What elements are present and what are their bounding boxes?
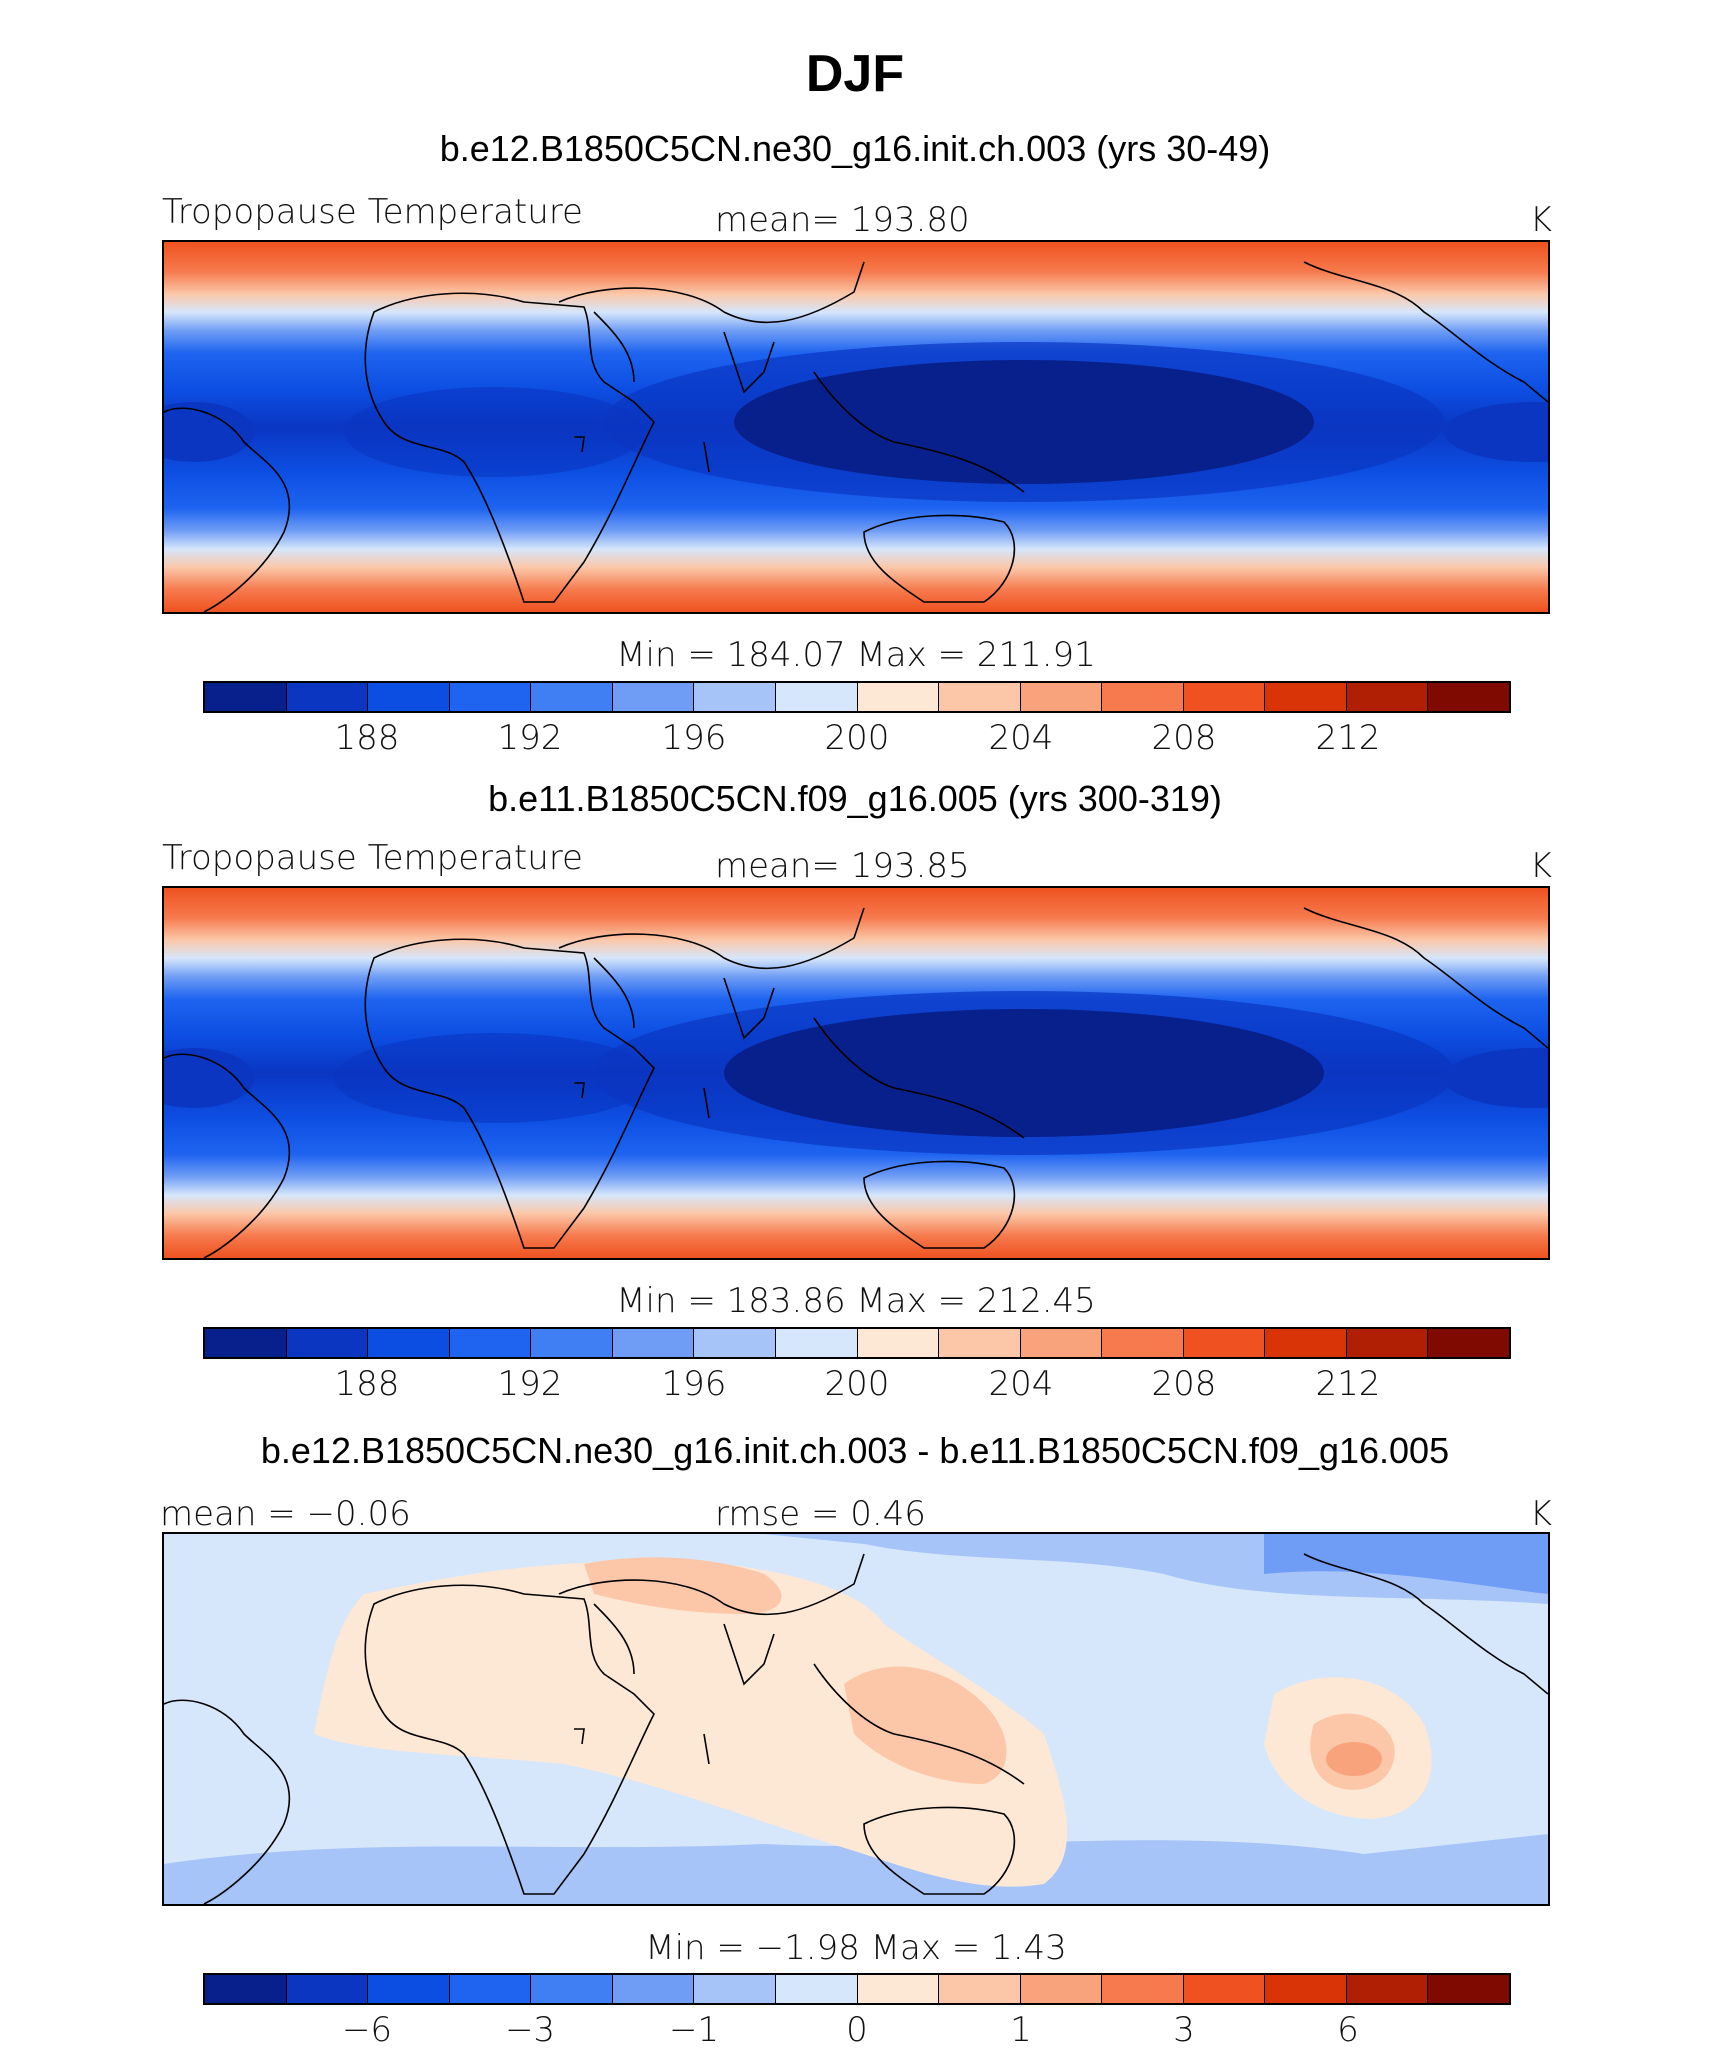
panel3-tick-label: 6 [1337, 2010, 1359, 2050]
panel1-tick-label: 188 [334, 718, 400, 758]
panel1-colorbar [203, 681, 1511, 713]
colorbar-box [612, 1975, 695, 2003]
panel1-tick-label: 192 [497, 718, 563, 758]
colorbar-box [531, 1975, 613, 2003]
panel3-min-max: Min = −1.98 Max = 1.43 [645, 1928, 1067, 1968]
colorbar-box [694, 683, 776, 711]
panel2-field [164, 888, 1548, 1258]
colorbar-box [286, 683, 369, 711]
panel1-tick-label: 200 [824, 718, 890, 758]
panel2-colorbar [203, 1327, 1511, 1359]
colorbar-box [205, 1329, 287, 1357]
colorbar-box [368, 683, 450, 711]
colorbar-box [775, 683, 858, 711]
colorbar-box [368, 1975, 450, 2003]
panel1-field [164, 242, 1548, 612]
panel1-tick-label: 196 [661, 718, 727, 758]
colorbar-box [286, 1329, 369, 1357]
colorbar-box [857, 683, 940, 711]
panel1-min-max: Min = 184.07 Max = 211.91 [616, 635, 1096, 675]
panel2-tick-label: 212 [1315, 1364, 1381, 1404]
panel2-case-title: b.e11.B1850C5CN.f09_g16.005 (yrs 300-319… [488, 778, 1222, 819]
panel2-tick-label: 204 [988, 1364, 1054, 1404]
colorbar-box [939, 683, 1021, 711]
panel2-coastlines [164, 907, 1548, 1258]
colorbar-box [1428, 683, 1509, 711]
panel3-tick-label: −3 [504, 2010, 556, 2050]
colorbar-box [775, 1975, 858, 2003]
panel2-min-max: Min = 183.86 Max = 212.45 [616, 1281, 1096, 1321]
panel2-tick-label: 200 [824, 1364, 890, 1404]
colorbar-box [1346, 1329, 1429, 1357]
colorbar-box [1428, 1975, 1509, 2003]
panel1-case-title: b.e12.B1850C5CN.ne30_g16.init.ch.003 (yr… [439, 128, 1271, 169]
panel3-case-title: b.e12.B1850C5CN.ne30_g16.init.ch.003 - b… [260, 1430, 1450, 1471]
panel2-tick-label: 196 [661, 1364, 727, 1404]
panel2-variable-label: Tropopause Temperature [162, 838, 583, 878]
panel1-tick-label: 208 [1151, 718, 1217, 758]
colorbar-box [1102, 683, 1184, 711]
panel3-field [164, 1534, 1548, 1904]
colorbar-box [1265, 683, 1347, 711]
colorbar-box [857, 1329, 940, 1357]
colorbar-box [775, 1329, 858, 1357]
colorbar-box [1020, 1975, 1103, 2003]
colorbar-box [857, 1975, 940, 2003]
colorbar-box [1020, 1329, 1103, 1357]
colorbar-box [1102, 1975, 1184, 2003]
panel3-tick-label: 0 [846, 2010, 868, 2050]
panel1-coastlines [164, 261, 1548, 612]
colorbar-box [286, 1975, 369, 2003]
colorbar-box [939, 1975, 1021, 2003]
colorbar-box [449, 683, 532, 711]
panel2-tick-label: 188 [334, 1364, 400, 1404]
panel1-map [162, 240, 1550, 614]
colorbar-box [1183, 1329, 1266, 1357]
colorbar-box [531, 1329, 613, 1357]
colorbar-box [1346, 1975, 1429, 2003]
panel2-tick-label: 208 [1151, 1364, 1217, 1404]
colorbar-box [694, 1329, 776, 1357]
colorbar-box [449, 1329, 532, 1357]
colorbar-box [1102, 1329, 1184, 1357]
figure-title: DJF [805, 45, 905, 103]
colorbar-box [368, 1329, 450, 1357]
panel1-mean-label: mean= 193.80 [715, 200, 970, 240]
colorbar-box [1020, 683, 1103, 711]
panel3-tick-label: 3 [1173, 2010, 1195, 2050]
colorbar-box [531, 683, 613, 711]
colorbar-box [1346, 683, 1429, 711]
colorbar-box [1183, 1975, 1266, 2003]
panel1-units-label: K [1529, 200, 1552, 240]
colorbar-box [1183, 683, 1266, 711]
colorbar-box [612, 1329, 695, 1357]
panel2-mean-label: mean= 193.85 [715, 846, 970, 886]
panel3-tick-label: 1 [1010, 2010, 1032, 2050]
panel3-units-label: K [1529, 1494, 1552, 1534]
colorbar-box [612, 683, 695, 711]
colorbar-box [1265, 1975, 1347, 2003]
colorbar-box [205, 1975, 287, 2003]
panel2-units-label: K [1529, 846, 1552, 886]
panel3-tick-label: −1 [668, 2010, 720, 2050]
panel3-rmse-label: rmse = 0.46 [715, 1494, 926, 1534]
colorbar-box [449, 1975, 532, 2003]
panel3-tick-label: −6 [341, 2010, 393, 2050]
colorbar-box [939, 1329, 1021, 1357]
colorbar-box [694, 1975, 776, 2003]
panel3-coastlines [164, 1553, 1548, 1904]
colorbar-box [1428, 1329, 1509, 1357]
colorbar-box [205, 683, 287, 711]
panel3-mean-label: mean = −0.06 [160, 1494, 411, 1534]
panel3-map [162, 1532, 1550, 1906]
panel3-colorbar [203, 1973, 1511, 2005]
colorbar-box [1265, 1329, 1347, 1357]
panel2-map [162, 886, 1550, 1260]
panel1-variable-label: Tropopause Temperature [162, 192, 583, 232]
panel2-tick-label: 192 [497, 1364, 563, 1404]
panel1-tick-label: 212 [1315, 718, 1381, 758]
panel1-tick-label: 204 [988, 718, 1054, 758]
